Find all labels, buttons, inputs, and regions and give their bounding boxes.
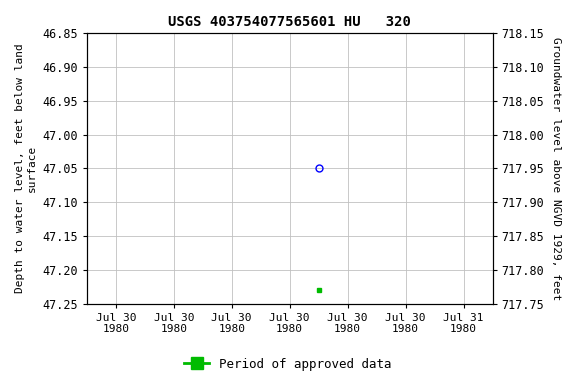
Y-axis label: Groundwater level above NGVD 1929, feet: Groundwater level above NGVD 1929, feet <box>551 37 561 300</box>
Y-axis label: Depth to water level, feet below land
surface: Depth to water level, feet below land su… <box>15 43 37 293</box>
Title: USGS 403754077565601 HU   320: USGS 403754077565601 HU 320 <box>168 15 411 29</box>
Legend: Period of approved data: Period of approved data <box>179 353 397 376</box>
